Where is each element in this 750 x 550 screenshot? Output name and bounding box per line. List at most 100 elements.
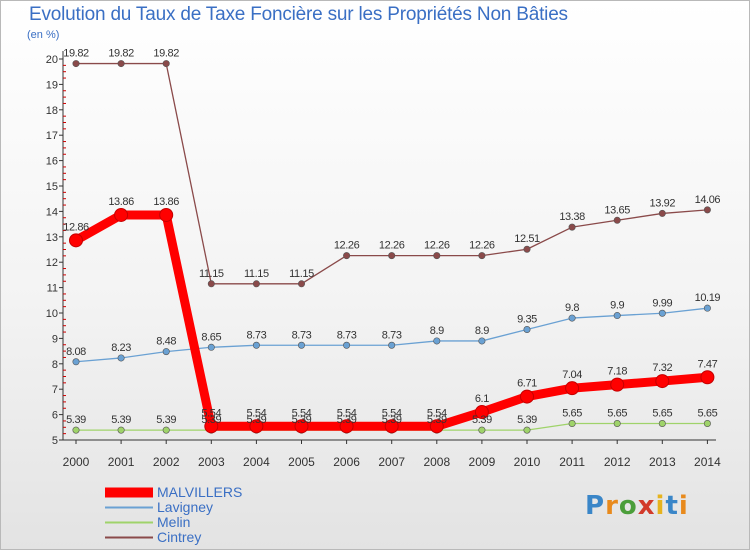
x-tick-label: 2012: [604, 455, 631, 469]
data-label-melin: 5.65: [652, 407, 672, 419]
data-label-lavigney: 8.73: [382, 329, 402, 341]
y-tick-label: 20: [46, 54, 58, 66]
data-point-malvillers: [429, 419, 444, 434]
data-label-lavigney: 9.9: [610, 300, 624, 312]
y-tick-label: 18: [46, 105, 58, 117]
x-tick-label: 2010: [514, 455, 541, 469]
data-point-lavigney: [433, 337, 441, 345]
data-label-cintrey: 19.82: [153, 48, 179, 60]
x-tick-label: 2002: [153, 455, 180, 469]
data-label-melin: 5.39: [382, 414, 402, 426]
y-tick-label: 15: [46, 181, 58, 193]
data-point-lavigney: [703, 304, 711, 312]
y-tick-label: 19: [46, 79, 58, 91]
data-label-melin: 5.39: [427, 414, 447, 426]
data-point-lavigney: [162, 348, 170, 356]
x-tick-label: 2013: [649, 455, 676, 469]
x-tick-label: 2011: [559, 455, 585, 469]
data-label-lavigney: 9.35: [517, 314, 537, 326]
x-tick-label: 2009: [469, 455, 496, 469]
data-point-malvillers: [474, 405, 489, 420]
legend: MALVILLERS Lavigney Melin Cintrey: [105, 485, 242, 545]
y-tick-label: 9: [52, 333, 58, 345]
data-label-cintrey: 12.26: [469, 240, 495, 252]
logo-letter: t: [665, 491, 679, 521]
data-label-cintrey: 12.26: [334, 240, 360, 252]
data-label-lavigney: 9.99: [652, 297, 672, 309]
data-label-lavigney: 8.48: [156, 336, 176, 348]
data-label-malvillers: 13.86: [108, 196, 134, 208]
data-point-melin: [162, 426, 170, 434]
data-point-lavigney: [478, 337, 486, 345]
data-label-melin: 5.39: [337, 414, 357, 426]
legend-item-cintrey: Cintrey: [105, 530, 242, 545]
data-point-melin: [117, 426, 125, 434]
y-tick-label: 13: [46, 232, 58, 244]
data-label-malvillers: 5.54: [427, 407, 447, 419]
legend-label-melin: Melin: [157, 514, 191, 530]
logo-letter: i: [678, 491, 689, 521]
data-label-melin: 5.65: [607, 407, 627, 419]
data-label-melin: 5.39: [292, 414, 312, 426]
x-tick-label: 2001: [108, 455, 135, 469]
data-label-melin: 5.39: [201, 414, 221, 426]
data-point-lavigney: [523, 326, 531, 334]
data-label-cintrey: 12.26: [379, 240, 405, 252]
y-tick-label: 11: [47, 283, 58, 295]
data-point-melin: [478, 426, 486, 434]
data-label-cintrey: 14.06: [695, 194, 721, 206]
data-point-melin: [72, 426, 80, 434]
legend-label-malvillers: MALVILLERS: [157, 484, 243, 500]
y-tick-label: 7: [52, 384, 58, 396]
data-label-cintrey: 19.82: [108, 48, 134, 60]
data-label-malvillers: 7.47: [697, 358, 717, 370]
data-point-cintrey: [117, 60, 125, 68]
data-point-malvillers: [384, 419, 399, 434]
legend-item-lavigney: Lavigney: [105, 500, 242, 515]
data-point-malvillers: [69, 233, 83, 248]
data-label-cintrey: 11.15: [199, 268, 224, 280]
data-label-lavigney: 8.08: [66, 346, 86, 358]
data-point-melin: [613, 419, 621, 427]
data-point-melin: [523, 426, 531, 434]
data-label-cintrey: 13.92: [650, 197, 676, 209]
y-tick-label: 14: [46, 206, 58, 218]
data-point-cintrey: [703, 206, 711, 214]
data-point-malvillers: [159, 207, 174, 222]
data-point-malvillers: [520, 389, 534, 404]
x-tick-label: 2014: [694, 455, 721, 469]
data-label-cintrey: 12.51: [514, 233, 540, 245]
y-tick-label: 16: [46, 156, 58, 168]
data-label-melin: 5.39: [246, 414, 266, 426]
data-point-malvillers: [114, 207, 129, 222]
data-label-melin: 5.39: [111, 414, 131, 426]
data-label-lavigney: 10.19: [695, 292, 721, 304]
x-tick-label: 2003: [198, 455, 225, 469]
data-label-melin: 5.39: [517, 414, 537, 426]
data-label-malvillers: 5.54: [292, 407, 312, 419]
y-tick-label: 10: [46, 308, 58, 320]
data-point-lavigney: [252, 341, 260, 349]
data-label-malvillers: 5.54: [337, 407, 357, 419]
legend-item-melin: Melin: [105, 515, 242, 530]
x-tick-label: 2004: [243, 455, 270, 469]
data-label-melin: 5.39: [472, 414, 492, 426]
data-label-cintrey: 11.15: [289, 268, 314, 280]
y-tick-label: 8: [52, 359, 58, 371]
x-tick-label: 2000: [63, 455, 90, 469]
data-label-malvillers: 7.32: [652, 362, 672, 374]
data-point-cintrey: [343, 252, 351, 260]
x-tick-label: 2008: [423, 455, 450, 469]
data-point-cintrey: [658, 209, 666, 217]
data-point-cintrey: [433, 252, 441, 260]
legend-swatch-lavigney: [105, 506, 153, 509]
data-label-melin: 5.65: [697, 407, 717, 419]
data-label-melin: 5.39: [156, 414, 176, 426]
data-point-malvillers: [565, 381, 580, 396]
data-label-lavigney: 8.9: [475, 325, 489, 337]
data-label-melin: 5.65: [562, 407, 582, 419]
data-point-cintrey: [297, 280, 305, 288]
data-point-lavigney: [343, 341, 351, 349]
